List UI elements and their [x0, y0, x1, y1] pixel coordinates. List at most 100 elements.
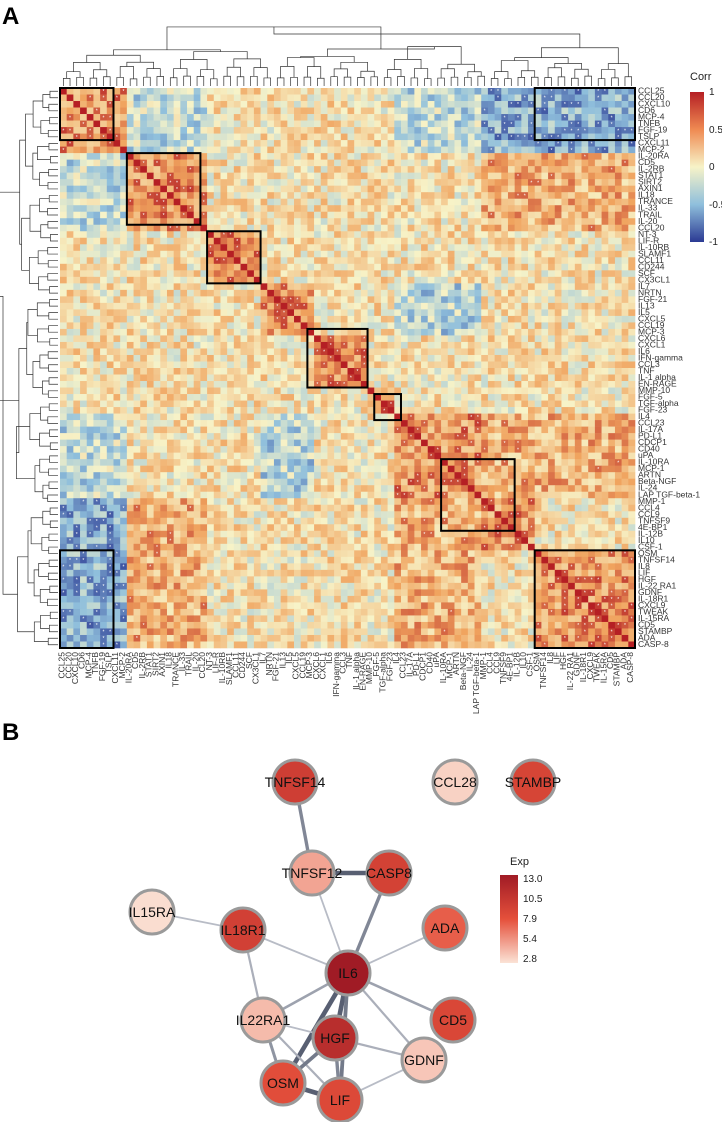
heatmap-cell	[507, 146, 515, 154]
heatmap-cell	[320, 309, 328, 317]
heatmap-cell	[528, 381, 536, 388]
heatmap-cell	[621, 166, 629, 173]
heatmap-cell	[367, 289, 375, 297]
heatmap-cell	[106, 381, 114, 388]
heatmap-cell	[454, 101, 462, 108]
heatmap-cell	[394, 341, 402, 349]
heatmap-cell	[106, 263, 114, 271]
heatmap-cell	[260, 114, 268, 121]
heatmap-cell	[421, 179, 429, 186]
heatmap-cell	[294, 348, 301, 356]
heatmap-cell	[548, 348, 556, 356]
heatmap-cell	[534, 276, 542, 284]
heatmap-cell	[394, 218, 402, 226]
heatmap-cell	[441, 257, 449, 265]
heatmap-cell	[441, 218, 449, 226]
heatmap-cell	[314, 192, 322, 199]
heatmap-cell	[414, 309, 422, 317]
heatmap-cell	[146, 322, 154, 330]
heatmap-cell	[354, 328, 362, 336]
heatmap-cell	[414, 354, 422, 362]
heatmap-cell	[273, 309, 281, 317]
heatmap-cell	[514, 381, 522, 388]
heatmap-cell	[461, 153, 469, 160]
heatmap-cell	[180, 101, 188, 108]
heatmap-cell	[614, 244, 622, 252]
heatmap-cell	[427, 387, 435, 395]
heatmap-cell	[133, 426, 141, 434]
heatmap-cell	[374, 237, 382, 245]
heatmap-cell	[360, 140, 368, 147]
heatmap-cell	[454, 133, 462, 141]
heatmap-cell	[93, 120, 101, 128]
heatmap-cell	[126, 94, 134, 102]
heatmap-cell	[367, 420, 375, 427]
heatmap-cell	[380, 263, 388, 271]
heatmap-cell	[514, 407, 522, 414]
heatmap-cell	[253, 322, 261, 330]
heatmap-cell	[347, 101, 355, 108]
significance-mark: *	[176, 187, 178, 193]
heatmap-cell	[621, 381, 629, 388]
heatmap-cell	[407, 328, 415, 336]
heatmap-cell	[314, 361, 322, 369]
heatmap-cell	[93, 283, 101, 291]
heatmap-cell	[387, 172, 395, 180]
heatmap-cell	[487, 140, 495, 147]
significance-mark: *	[597, 148, 599, 154]
heatmap-cell	[320, 257, 328, 265]
heatmap-cell	[447, 140, 455, 147]
heatmap-cell	[227, 335, 235, 343]
heatmap-cell	[126, 140, 134, 147]
heatmap-cell	[280, 250, 288, 258]
heatmap-cell	[320, 114, 328, 121]
heatmap-cell	[173, 257, 181, 265]
heatmap-cell	[200, 381, 208, 388]
heatmap-cell	[220, 127, 228, 134]
heatmap-cell	[534, 166, 542, 173]
heatmap-cell	[347, 179, 355, 186]
heatmap-cell	[60, 315, 67, 323]
heatmap-cell	[507, 205, 515, 213]
heatmap-cell	[300, 276, 308, 284]
heatmap-cell	[173, 263, 181, 271]
heatmap-cell	[561, 289, 569, 297]
heatmap-cell	[467, 211, 475, 219]
heatmap-cell	[200, 289, 208, 297]
heatmap-cell	[133, 88, 141, 95]
heatmap-cell	[80, 348, 88, 356]
heatmap-cell	[514, 231, 522, 239]
heatmap-cell	[200, 283, 208, 291]
heatmap-cell	[253, 381, 261, 388]
heatmap-cell	[220, 211, 228, 219]
heatmap-cell	[528, 387, 536, 395]
heatmap-cell	[441, 387, 449, 395]
heatmap-cell	[340, 433, 348, 440]
heatmap-cell	[180, 224, 188, 232]
heatmap-cell	[100, 237, 108, 245]
heatmap-cell	[327, 133, 335, 141]
heatmap-cell	[253, 263, 261, 271]
heatmap-cell	[574, 153, 582, 160]
heatmap-cell	[80, 237, 88, 245]
heatmap-cell	[347, 328, 355, 336]
heatmap-cell	[434, 172, 442, 180]
heatmap-cell	[334, 88, 342, 95]
heatmap-cell	[120, 172, 128, 180]
heatmap-cell	[400, 250, 408, 258]
heatmap-cell	[133, 322, 141, 330]
heatmap-cell	[354, 289, 362, 297]
heatmap-cell	[220, 198, 228, 206]
heatmap-cell	[300, 413, 308, 421]
heatmap-cell	[207, 394, 215, 401]
heatmap-cell	[187, 192, 195, 199]
heatmap-cell	[421, 120, 429, 128]
heatmap-cell	[314, 127, 322, 134]
heatmap-cell	[267, 368, 275, 375]
heatmap-cell	[608, 296, 616, 304]
heatmap-cell	[427, 179, 435, 186]
heatmap-cell	[140, 407, 148, 414]
heatmap-cell	[320, 426, 328, 434]
heatmap-cell	[220, 263, 228, 271]
heatmap-cell	[207, 237, 215, 245]
